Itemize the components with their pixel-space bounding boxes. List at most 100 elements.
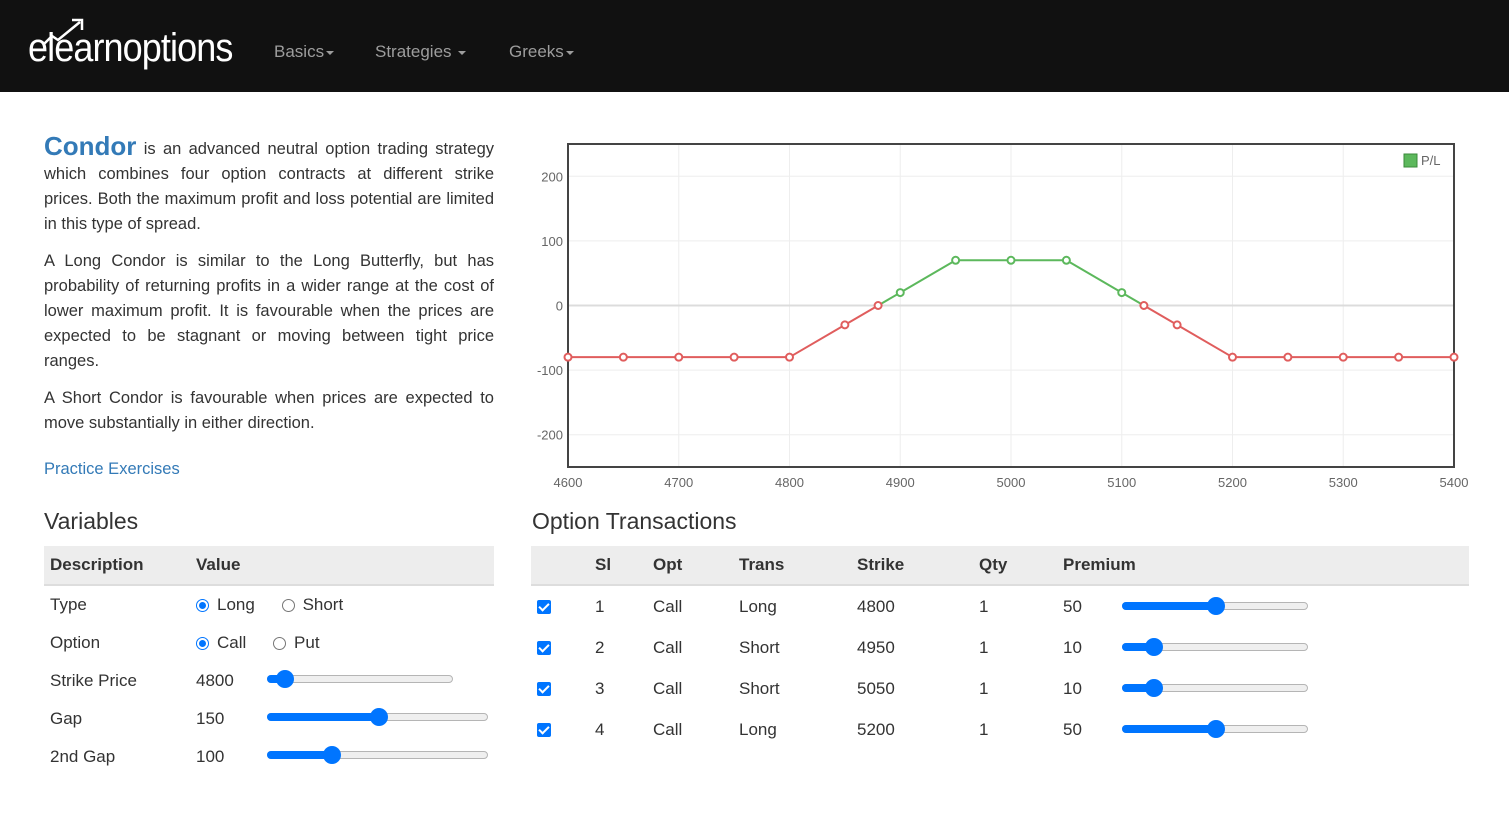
row-qty-cell: 1 bbox=[973, 627, 1057, 668]
strike-slider-thumb[interactable] bbox=[276, 670, 294, 688]
intro-paragraph-3: A Short Condor is favourable when prices… bbox=[44, 389, 494, 432]
strike-label: Strike Price bbox=[50, 671, 137, 690]
transactions-table: Sl Opt Trans Strike Qty Premium 1 Call Lon… bbox=[531, 546, 1469, 750]
y-tick-label: -100 bbox=[537, 363, 563, 378]
gap2-slider[interactable] bbox=[267, 746, 488, 764]
option-label: Option bbox=[50, 633, 101, 652]
row-premium: 10 bbox=[1063, 678, 1082, 698]
data-point bbox=[1139, 301, 1149, 310]
intro-paragraph-1: Condor is an advanced neutral option tra… bbox=[44, 133, 494, 237]
type-short-label: Short bbox=[302, 595, 344, 615]
row-select-cell bbox=[531, 668, 589, 709]
gap-row: Gap 150 bbox=[44, 700, 494, 738]
type-row: Type Long Short bbox=[44, 585, 494, 624]
strike-row: Strike Price 4800 bbox=[44, 662, 494, 700]
pl-chart-svg: 4600 4700 4800 4900 5000 5100 5200 5300 5400 200 1… bbox=[537, 143, 1468, 490]
row-opt: Call bbox=[653, 719, 683, 739]
transactions-header-row: Sl Opt Trans Strike Qty Premium bbox=[531, 546, 1469, 586]
variables-title: Variables bbox=[44, 508, 139, 534]
row-checkbox[interactable] bbox=[537, 641, 551, 656]
col-sl: Sl bbox=[589, 546, 647, 586]
premium-slider[interactable] bbox=[1122, 679, 1308, 697]
gap-value: 150 bbox=[196, 709, 225, 728]
premium-slider-thumb[interactable] bbox=[1145, 638, 1163, 656]
type-short-radio[interactable] bbox=[281, 598, 295, 612]
option-put-radio[interactable] bbox=[273, 636, 287, 650]
row-opt: Call bbox=[653, 637, 683, 657]
type-long-radio[interactable] bbox=[196, 598, 209, 612]
row-trans: Short bbox=[739, 637, 780, 657]
data-point bbox=[785, 352, 794, 362]
x-tick-label: 4800 bbox=[775, 475, 804, 490]
row-strike-cell: 5050 bbox=[851, 668, 973, 709]
row-select-cell bbox=[531, 709, 589, 750]
row-checkbox[interactable] bbox=[537, 723, 551, 738]
type-label: Type bbox=[50, 595, 87, 614]
row-sl: 3 bbox=[595, 678, 605, 698]
data-point bbox=[1283, 352, 1293, 362]
gap2-value: 100 bbox=[196, 747, 225, 766]
col-opt: Opt bbox=[647, 546, 733, 586]
nav-basics-label: Basics bbox=[274, 42, 325, 61]
row-sl-cell: 2 bbox=[589, 627, 647, 668]
data-point bbox=[1117, 288, 1127, 298]
navbar: elearnoptions Basics Strategies Greeks bbox=[0, 0, 1509, 92]
intro-paragraph-2: A Long Condor is similar to the Long But… bbox=[44, 252, 494, 370]
row-sl: 2 bbox=[595, 637, 605, 657]
site-logo[interactable]: elearnoptions bbox=[28, 14, 238, 84]
x-tick-label: 4900 bbox=[886, 475, 915, 490]
gap2-slider-thumb[interactable] bbox=[323, 746, 341, 764]
row-trans: Long bbox=[739, 719, 777, 739]
premium-slider[interactable] bbox=[1122, 720, 1308, 738]
data-point bbox=[1394, 352, 1404, 362]
data-point bbox=[1006, 255, 1016, 265]
row-select-cell bbox=[531, 585, 589, 627]
row-sl-cell: 3 bbox=[589, 668, 647, 709]
premium-slider-thumb[interactable] bbox=[1207, 597, 1225, 615]
gap-slider-thumb[interactable] bbox=[370, 708, 388, 726]
row-trans-cell: Long bbox=[733, 585, 851, 627]
row-checkbox[interactable] bbox=[537, 600, 551, 615]
data-point bbox=[1061, 255, 1071, 265]
col-strike: Strike bbox=[851, 546, 973, 586]
logo-text: elearnoptions bbox=[28, 26, 233, 70]
plot-frame bbox=[567, 143, 1455, 468]
series-line-segment bbox=[899, 259, 957, 294]
x-tick-label: 4700 bbox=[664, 475, 693, 490]
y-tick-label: 0 bbox=[556, 299, 563, 314]
row-premium: 50 bbox=[1063, 719, 1082, 739]
premium-slider[interactable] bbox=[1122, 638, 1308, 656]
nav-greeks[interactable]: Greeks bbox=[509, 42, 574, 62]
nav-strategies[interactable]: Strategies bbox=[375, 42, 467, 62]
practice-exercises-link[interactable]: Practice Exercises bbox=[44, 460, 180, 478]
option-call-radio[interactable] bbox=[196, 636, 209, 650]
col-description: Description bbox=[44, 546, 190, 586]
row-premium: 50 bbox=[1063, 596, 1082, 616]
x-tick-label: 4600 bbox=[554, 475, 583, 490]
data-point bbox=[618, 352, 628, 362]
row-checkbox[interactable] bbox=[537, 682, 551, 697]
row-select-cell bbox=[531, 627, 589, 668]
row-premium-cell: 10 bbox=[1057, 668, 1469, 709]
series-line-segment bbox=[844, 304, 879, 326]
gap-label: Gap bbox=[50, 709, 83, 728]
table-row: 1 Call Long 4800 1 50 bbox=[531, 585, 1469, 627]
caret-down-icon bbox=[458, 50, 467, 55]
row-sl-cell: 1 bbox=[589, 585, 647, 627]
nav-basics[interactable]: Basics bbox=[274, 42, 335, 62]
row-trans-cell: Long bbox=[733, 709, 851, 750]
col-select bbox=[531, 546, 589, 586]
premium-slider-thumb[interactable] bbox=[1207, 720, 1225, 738]
premium-slider[interactable] bbox=[1122, 597, 1308, 615]
data-point bbox=[1172, 320, 1182, 330]
table-row: 4 Call Long 5200 1 50 bbox=[531, 709, 1469, 750]
table-row: 2 Call Short 4950 1 10 bbox=[531, 627, 1469, 668]
premium-slider-thumb[interactable] bbox=[1145, 679, 1163, 697]
row-opt: Call bbox=[653, 678, 683, 698]
strike-slider[interactable] bbox=[267, 670, 453, 688]
row-strike: 4800 bbox=[857, 596, 895, 616]
row-strike-cell: 4950 bbox=[851, 627, 973, 668]
nav-strategies-label: Strategies bbox=[375, 42, 452, 61]
gap-slider[interactable] bbox=[267, 708, 488, 726]
option-row: Option Call Put bbox=[44, 624, 494, 662]
